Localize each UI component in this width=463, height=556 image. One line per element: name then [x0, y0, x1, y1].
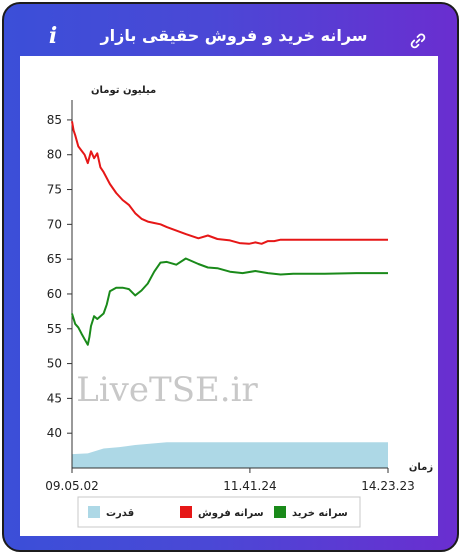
y-tick-label: 45 [47, 391, 62, 405]
y-tick-label: 55 [47, 322, 62, 336]
chart-panel: LiveTSE.ir 40 45 50 55 60 65 70 75 80 85 09.05.02 11… [20, 56, 438, 536]
x-axis-label: زمان [409, 462, 433, 473]
y-tick-label: 85 [47, 113, 62, 127]
x-tick-label: 09.05.02 [45, 479, 98, 493]
legend-item-buy-swatch [274, 506, 286, 518]
y-tick-label: 80 [47, 148, 62, 162]
chart-title: سرانه خرید و فروش حقیقی بازار [100, 26, 368, 45]
y-tick-label: 75 [47, 183, 62, 197]
legend-item-sell-label: سرانه فروش [198, 508, 264, 519]
y-tick-label: 60 [47, 287, 62, 301]
info-icon[interactable]: i [48, 23, 58, 49]
y-axis-label: میلیون تومان [91, 85, 156, 96]
series-area-power [72, 442, 388, 468]
legend [77, 496, 361, 528]
watermark: LiveTSE.ir [76, 370, 258, 410]
chart-svg: LiveTSE.ir 40 45 50 55 60 65 70 75 80 85 09.05.02 11… [45, 85, 433, 528]
series-line-sell [71, 121, 388, 245]
legend-item-sell-swatch [180, 506, 192, 518]
legend-item-power-swatch [88, 506, 100, 518]
x-tick-label: 14.23.23 [361, 479, 414, 493]
legend-item-power-label: قدرت [106, 508, 134, 519]
y-tick-label: 40 [47, 426, 62, 440]
y-tick-label: 65 [47, 252, 62, 266]
y-tick-label: 50 [47, 357, 62, 371]
series-line-buy [71, 257, 388, 346]
x-tick-label: 11.41.24 [223, 479, 276, 493]
y-tick-label: 70 [47, 217, 62, 231]
link-icon[interactable] [409, 32, 427, 50]
legend-item-buy-label: سرانه خرید [292, 508, 348, 519]
